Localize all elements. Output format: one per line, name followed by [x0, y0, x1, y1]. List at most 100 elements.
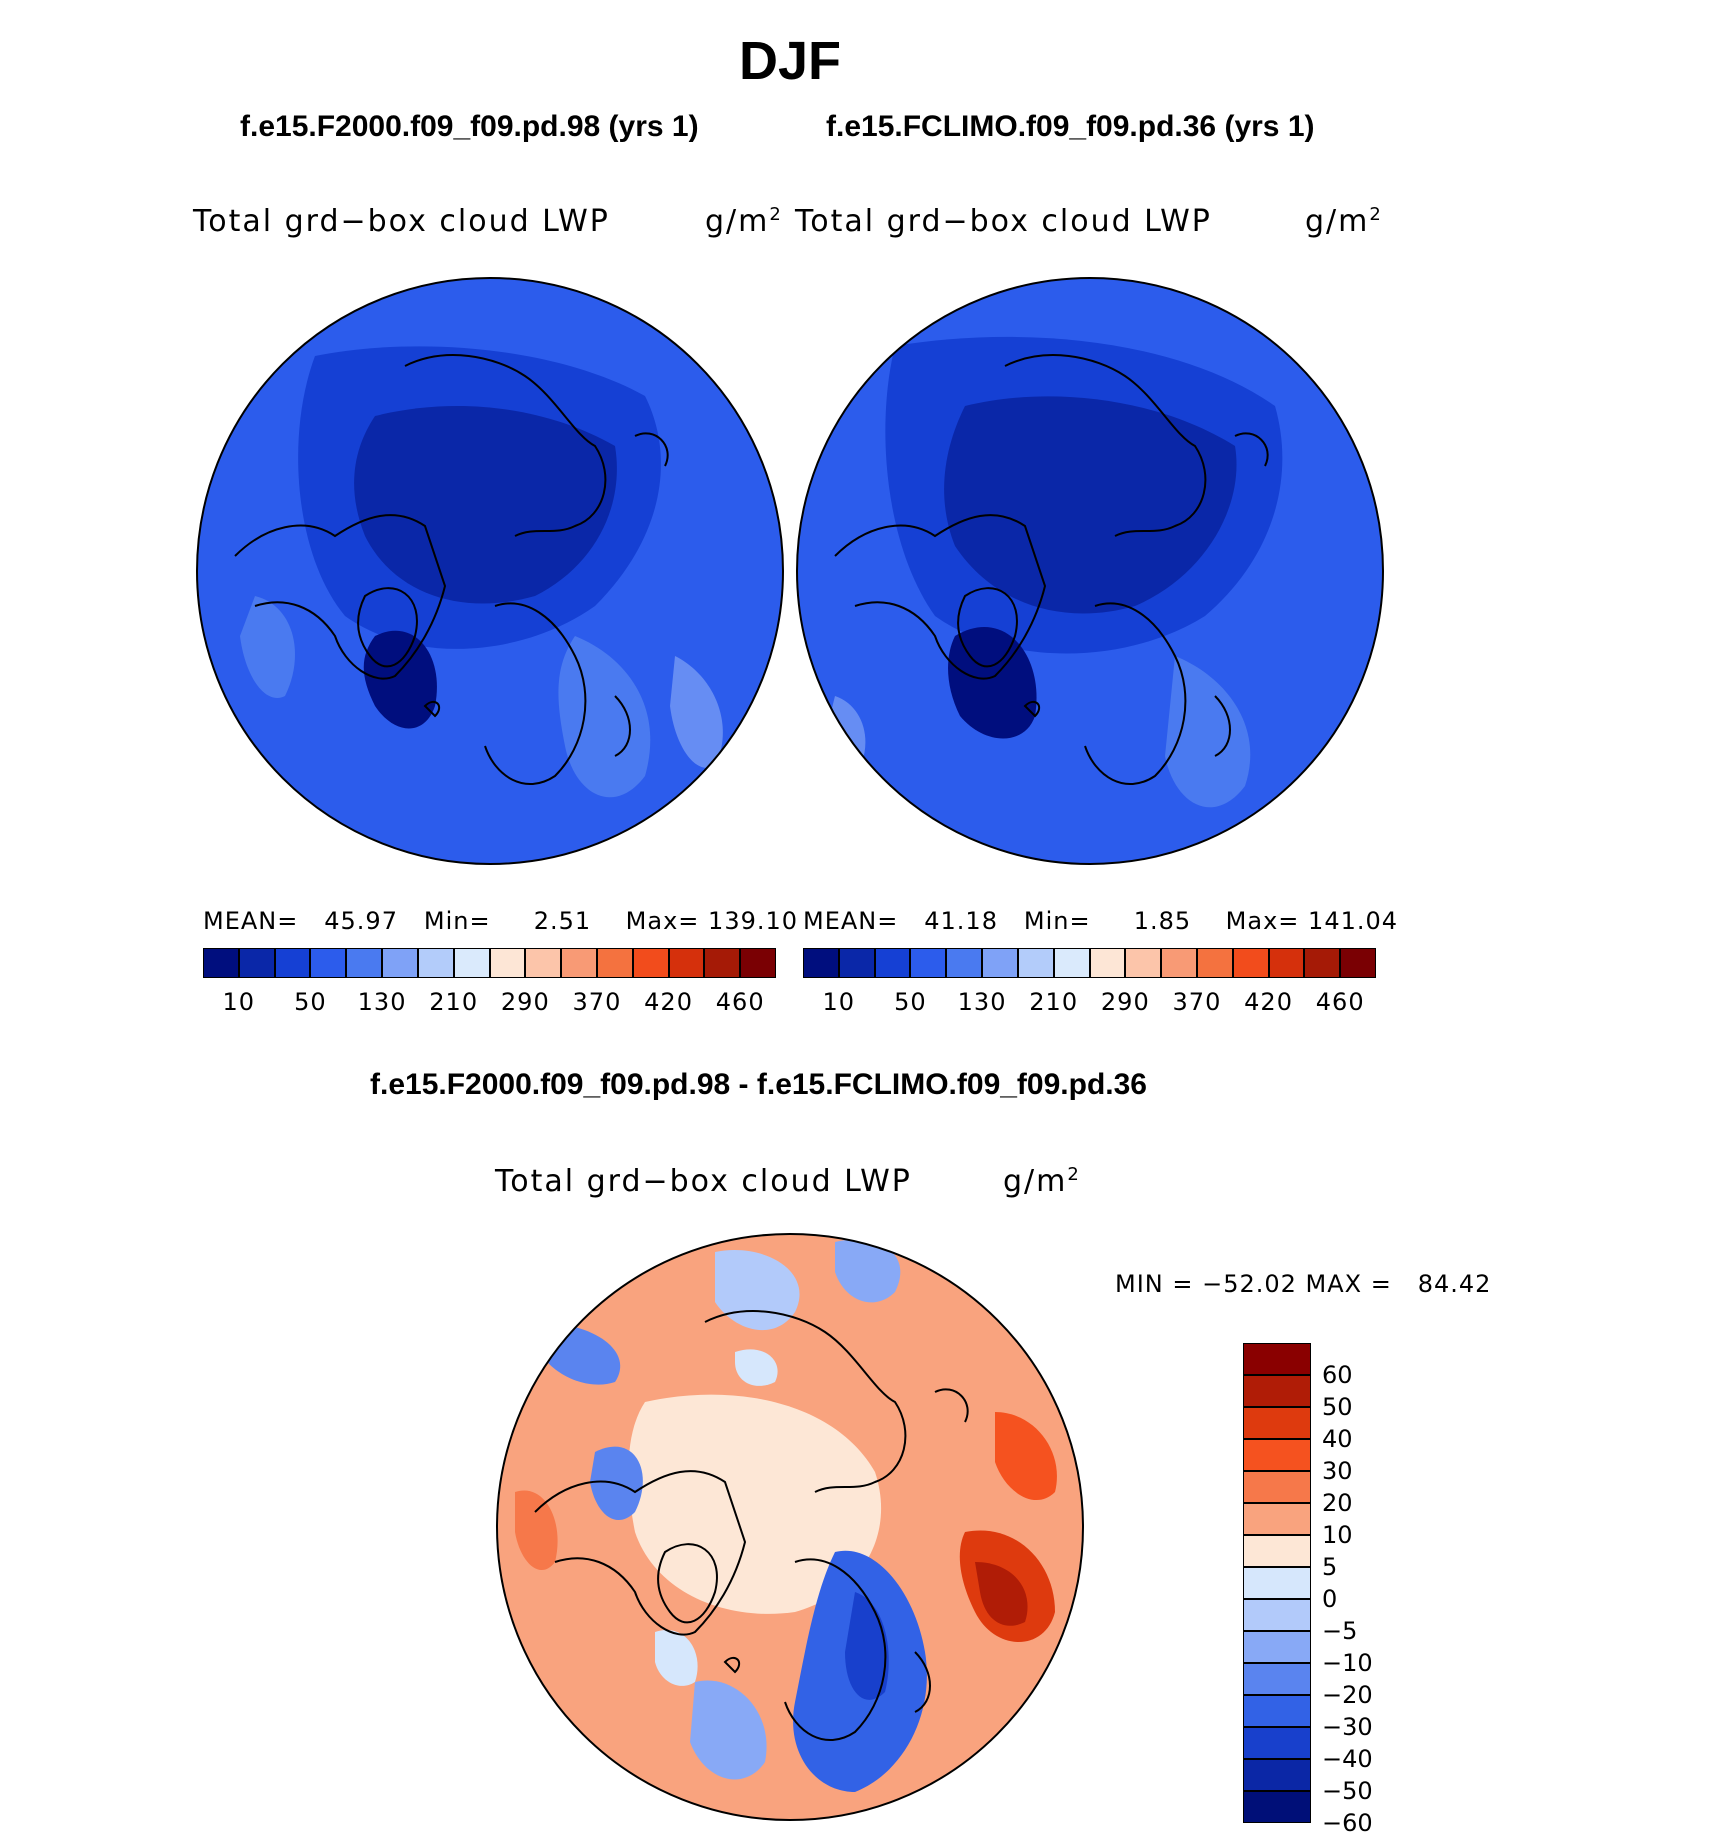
colorbar-swatch: [1243, 1599, 1311, 1631]
right-units-label: g/m2: [1305, 204, 1383, 239]
colorbar-swatch: [1243, 1759, 1311, 1791]
colorbar-swatch: [1243, 1631, 1311, 1663]
colorbar-tick-label: −10: [1322, 1649, 1373, 1677]
colorbar-swatch: [1243, 1663, 1311, 1695]
left-polar-map: [196, 277, 784, 865]
colorbar-swatch: [1243, 1727, 1311, 1759]
colorbar-tick-label: 420: [644, 988, 693, 1016]
right-polar-map: [796, 277, 1384, 865]
colorbar-tick-label: 10: [1322, 1521, 1353, 1549]
right-colorbar-ticks: 10 50 130 210 290 370 420 460: [803, 988, 1376, 1018]
colorbar-swatch: [803, 948, 839, 978]
colorbar-tick-label: 60: [1322, 1361, 1353, 1389]
colorbar-tick-label: 290: [1100, 988, 1150, 1016]
colorbar-swatch: [668, 948, 705, 978]
diff-case-title: f.e15.F2000.f09_f09.pd.98 - f.e15.FCLIMO…: [370, 1068, 1147, 1101]
colorbar-swatch: [1340, 948, 1376, 978]
colorbar-tick-label: −20: [1322, 1681, 1373, 1709]
colorbar-tick-label: 130: [357, 988, 407, 1016]
colorbar-swatch: [1243, 1407, 1311, 1439]
colorbar-swatch: [1243, 1791, 1311, 1823]
right-case-title: f.e15.FCLIMO.f09_f09.pd.36 (yrs 1): [826, 110, 1315, 143]
colorbar-swatch: [489, 948, 526, 978]
colorbar-tick-label: 420: [1244, 988, 1293, 1016]
colorbar-swatch: [1243, 1695, 1311, 1727]
left-colorbar-ticks: 10 50 130 210 290 370 420 460: [203, 988, 776, 1018]
colorbar-tick-label: 50: [294, 988, 327, 1016]
colorbar-swatch: [1268, 948, 1305, 978]
colorbar-swatch: [838, 948, 875, 978]
colorbar-tick-label: 5: [1322, 1553, 1338, 1581]
diff-minmax: MIN = −52.02 MAX = 84.42: [1115, 1270, 1492, 1298]
colorbar-swatch: [874, 948, 911, 978]
colorbar-swatch: [274, 948, 311, 978]
colorbar-swatch: [1243, 1471, 1311, 1503]
colorbar-swatch: [1243, 1535, 1311, 1567]
colorbar-swatch: [1243, 1567, 1311, 1599]
colorbar-swatch: [1017, 948, 1054, 978]
colorbar-tick-label: 40: [1322, 1425, 1353, 1453]
colorbar-tick-label: 50: [1322, 1393, 1353, 1421]
colorbar-swatch: [1232, 948, 1269, 978]
colorbar-tick-label: −60: [1322, 1809, 1373, 1837]
colorbar-swatch: [525, 948, 562, 978]
colorbar-tick-label: 290: [500, 988, 550, 1016]
right-stats: MEAN= 41.18 Min= 1.85 Max= 141.04: [803, 907, 1399, 935]
colorbar-swatch: [1243, 1503, 1311, 1535]
diff-colorbar-labels: 60 50 40 30 20 10 5 0 −5 −10 −20 −30 −40 −50 −60: [1322, 1343, 1402, 1837]
colorbar-tick-label: −40: [1322, 1745, 1373, 1773]
left-case-title: f.e15.F2000.f09_f09.pd.98 (yrs 1): [240, 110, 699, 143]
right-variable-label: Total grd−box cloud LWP: [795, 204, 1212, 239]
colorbar-swatch: [310, 948, 347, 978]
colorbar-tick-label: 10: [822, 988, 856, 1016]
colorbar-tick-label: 50: [894, 988, 927, 1016]
colorbar-swatch: [1243, 1343, 1311, 1375]
colorbar-tick-label: 210: [429, 988, 479, 1016]
colorbar-swatch: [1053, 948, 1090, 978]
colorbar-tick-label: 130: [957, 988, 1007, 1016]
diff-colorbar: [1243, 1343, 1311, 1823]
diff-units-label: g/m2: [1003, 1164, 1081, 1199]
colorbar-swatch: [417, 948, 454, 978]
colorbar-swatch: [203, 948, 239, 978]
colorbar-swatch: [632, 948, 669, 978]
left-stats: MEAN= 45.97 Min= 2.51 Max= 139.10: [203, 907, 799, 935]
left-variable-label: Total grd−box cloud LWP: [193, 204, 610, 239]
colorbar-tick-label: 210: [1029, 988, 1079, 1016]
colorbar-swatch: [1243, 1439, 1311, 1471]
colorbar-tick-label: 460: [715, 988, 765, 1016]
left-units-label: g/m2: [705, 204, 783, 239]
colorbar-swatch: [596, 948, 633, 978]
colorbar-tick-label: 0: [1322, 1585, 1338, 1613]
colorbar-tick-label: −50: [1322, 1777, 1373, 1805]
diff-polar-map: [496, 1233, 1084, 1821]
colorbar-swatch: [1243, 1375, 1311, 1407]
colorbar-tick-label: 370: [572, 988, 622, 1016]
colorbar-swatch: [1196, 948, 1233, 978]
colorbar-swatch: [1089, 948, 1126, 978]
colorbar-tick-label: 460: [1315, 988, 1365, 1016]
colorbar-swatch: [704, 948, 741, 978]
colorbar-swatch: [346, 948, 383, 978]
colorbar-swatch: [910, 948, 947, 978]
colorbar-tick-label: 370: [1172, 988, 1222, 1016]
colorbar-swatch: [453, 948, 490, 978]
colorbar-swatch: [1161, 948, 1197, 978]
colorbar-tick-label: −5: [1322, 1617, 1358, 1645]
diff-variable-label: Total grd−box cloud LWP: [495, 1164, 912, 1199]
colorbar-swatch: [740, 948, 776, 978]
colorbar-tick-label: 20: [1322, 1489, 1353, 1517]
colorbar-tick-label: 10: [222, 988, 256, 1016]
left-colorbar: [203, 948, 776, 978]
colorbar-tick-label: −30: [1322, 1713, 1373, 1741]
colorbar-swatch: [238, 948, 275, 978]
colorbar-swatch: [382, 948, 418, 978]
colorbar-swatch: [1125, 948, 1162, 978]
colorbar-swatch: [1304, 948, 1341, 978]
colorbar-tick-label: 30: [1322, 1457, 1353, 1485]
right-colorbar: [803, 948, 1376, 978]
colorbar-swatch: [561, 948, 597, 978]
colorbar-swatch: [982, 948, 1018, 978]
figure-title: DJF: [738, 31, 841, 91]
colorbar-swatch: [946, 948, 983, 978]
